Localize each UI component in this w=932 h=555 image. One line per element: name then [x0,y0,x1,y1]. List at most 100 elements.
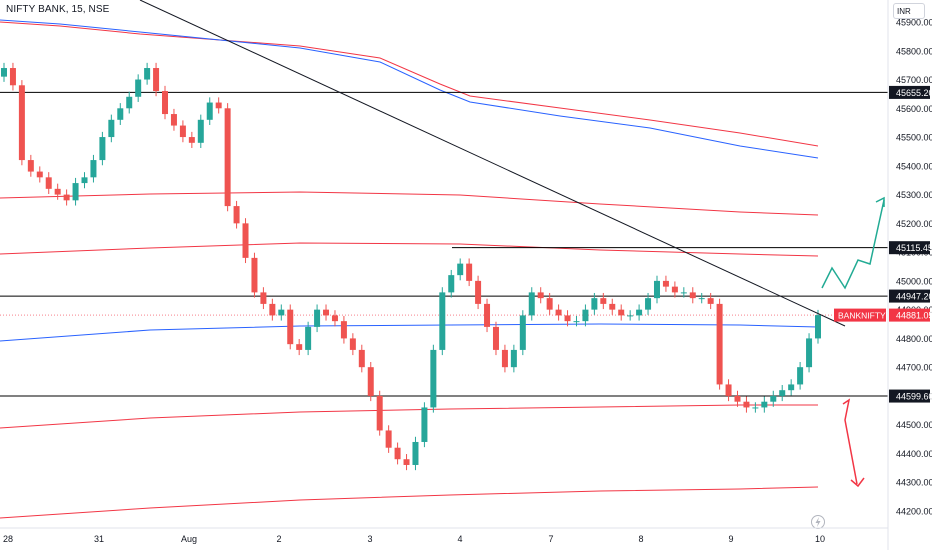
candle-body [448,275,455,293]
candle [510,344,517,373]
candle-body [179,125,186,138]
candle [519,310,526,356]
x-tick-label: 3 [367,534,372,544]
candle-body [546,298,553,310]
candle [797,361,804,390]
price-level-tag: 44947.20 [889,289,932,303]
candle-body [1,68,7,77]
currency-badge[interactable]: INR [893,3,925,19]
candle [206,97,213,125]
candle-body [680,292,687,294]
candle [439,287,446,356]
candle-body [519,315,526,350]
candle-body [27,160,34,172]
candle [770,390,777,407]
candle-body [788,384,795,391]
candle [117,103,124,125]
candle-body [484,303,491,327]
candle [421,402,428,448]
y-tick-label: 45500.00 [896,133,932,143]
candle [376,390,383,436]
candle-body [126,96,133,109]
y-tick-label: 44700.00 [896,363,932,373]
candle [162,85,169,120]
y-tick-label: 45200.00 [896,219,932,229]
candle-body [233,206,240,224]
candle-body [582,309,589,322]
candle [126,91,133,114]
x-tick-label: 8 [638,534,643,544]
moving-average-line [0,404,818,429]
candle [251,252,258,298]
candle-body [797,367,804,385]
candle-body [555,309,562,316]
candle [27,154,34,177]
candle [314,304,321,333]
moving-average-line [0,191,819,216]
candle-body [618,309,625,316]
candle [18,80,25,166]
candle-body [457,263,464,276]
x-tick-label: 28 [3,534,13,544]
candle [403,454,410,471]
candle-body [761,401,768,408]
candle-body [439,292,446,350]
candle-body [224,108,231,207]
moving-average-line [0,19,819,159]
candle [671,281,678,298]
candle [528,287,535,321]
candle-body [331,315,338,322]
candle [36,166,43,183]
bullish-arrowhead [875,196,885,207]
candle [45,172,52,195]
candle-body [376,395,383,431]
candle [806,333,813,373]
moving-average-line [0,486,819,519]
candle-body [671,286,678,293]
y-tick-label: 45900.00 [896,18,932,28]
candle-body [537,292,544,299]
candle [135,74,142,102]
candle [725,379,732,402]
candle [215,97,222,114]
candle-body [287,309,294,345]
candle [331,310,338,327]
candle-body [743,401,750,408]
candle-body [806,338,813,368]
candle-body [135,79,142,97]
moving-average-line [0,242,819,257]
candle [573,315,580,327]
candle [340,315,347,344]
bearish-arrowhead [850,477,865,488]
candle [600,292,607,310]
candle-body [215,102,222,109]
candle-body [636,309,643,316]
candle [627,310,634,321]
y-tick-label: 44800.00 [896,334,932,344]
candle-body [18,85,25,161]
candle [358,344,365,373]
price-level-tag: 45655.20 [889,85,932,99]
symbol-name-label: BANKNIFTY [838,311,886,321]
candle [546,292,553,315]
candle-body [430,349,437,408]
candle-body [188,137,195,143]
candle-body [54,188,61,195]
candle [81,172,88,189]
candle-body [349,338,356,350]
candle-body [45,177,52,189]
bullish-scenario-arrow [821,199,885,290]
candle [9,62,16,91]
candle [448,269,455,298]
candle-body [144,68,151,80]
candle-body [779,390,786,396]
candle [734,390,741,407]
candle [385,425,392,453]
candle-body [206,102,213,120]
candle [278,304,285,321]
lightning-icon [811,515,825,529]
candle-body [90,160,97,178]
candle [716,298,723,390]
